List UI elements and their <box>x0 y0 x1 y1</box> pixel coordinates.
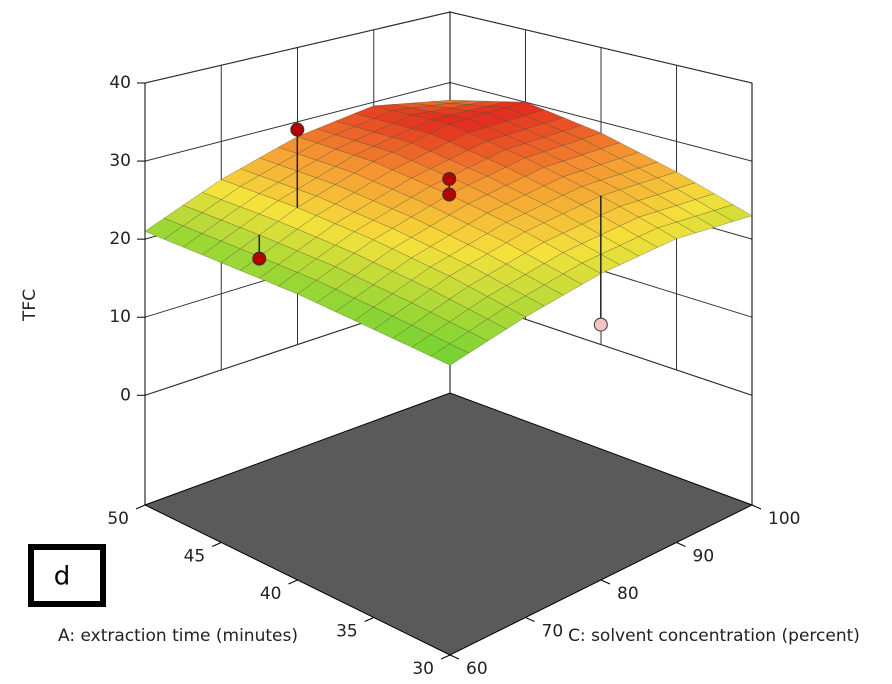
design-point <box>252 251 267 266</box>
z-tick-label: 20 <box>109 229 131 249</box>
y-tick <box>449 654 460 660</box>
y-tick-label: 100 <box>768 509 800 529</box>
x-tick <box>135 504 146 510</box>
design-point <box>593 317 608 332</box>
y-tick-label: 70 <box>542 622 564 642</box>
y-tick <box>751 504 762 510</box>
design-point <box>290 122 305 137</box>
y-axis-title: C: solvent concentration (percent) <box>568 626 860 646</box>
x-tick-label: 30 <box>412 659 434 679</box>
y-tick-label: 80 <box>617 584 639 604</box>
x-tick <box>212 542 222 547</box>
panel-box <box>28 544 106 607</box>
floor-plane <box>143 392 754 656</box>
x-tick-label: 35 <box>336 622 358 642</box>
labels: 0 10 20 30 40 60 70 80 90 100 30 35 40 45 50 <box>107 73 800 679</box>
z-tick-label: 30 <box>109 151 131 171</box>
x-tick-label: 45 <box>184 547 206 567</box>
surface <box>144 99 753 366</box>
x-axis-title: A: extraction time (minutes) <box>58 626 298 646</box>
panel-label: d <box>54 562 71 592</box>
x-tick-label: 50 <box>107 509 129 529</box>
design-point <box>442 187 457 202</box>
y-tick <box>676 542 686 547</box>
y-tick <box>600 579 611 585</box>
surface-patch <box>430 343 470 366</box>
x-tick <box>288 579 298 585</box>
z-tick-label: 10 <box>109 307 131 327</box>
x-tick-label: 40 <box>260 584 282 604</box>
y-tick-label: 60 <box>466 659 488 679</box>
design-point <box>442 171 457 186</box>
floor <box>143 392 754 656</box>
z-tick-label: 40 <box>109 73 131 93</box>
y-tick-label: 90 <box>693 547 715 567</box>
z-axis-title: TFC <box>20 289 40 322</box>
y-tick <box>525 617 535 622</box>
design-points <box>252 122 608 332</box>
z-tick-label: 0 <box>120 385 131 405</box>
x-tick <box>364 617 374 622</box>
x-tick <box>440 654 451 660</box>
